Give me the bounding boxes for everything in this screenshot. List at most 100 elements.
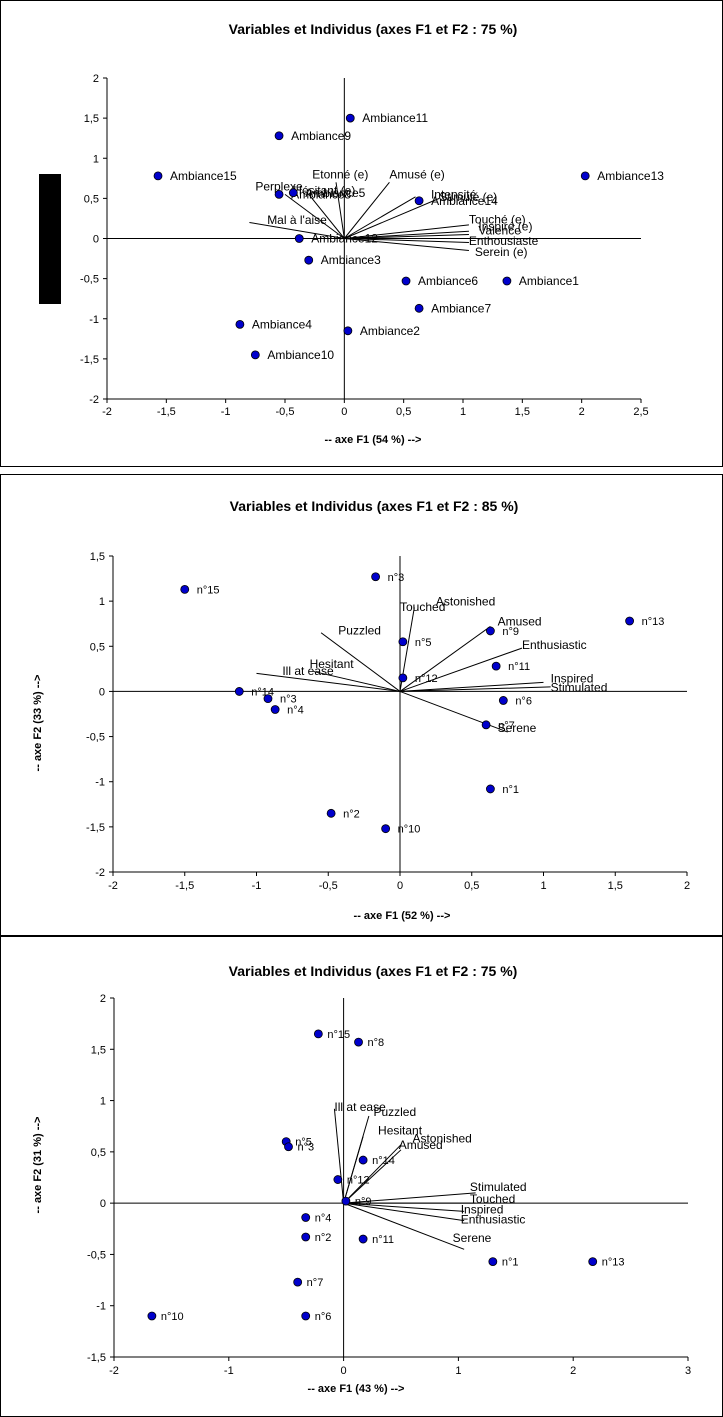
x-tick-label: 1 bbox=[455, 1365, 461, 1377]
data-point-label: n°7 bbox=[498, 720, 515, 732]
data-point bbox=[488, 1257, 498, 1267]
vector-label: Stimulated bbox=[551, 680, 608, 694]
vector-label: Amused bbox=[498, 615, 542, 629]
vector-label: Enthusiastic bbox=[522, 638, 587, 652]
x-tick-label: 1 bbox=[460, 406, 466, 418]
x-tick-label: 0 bbox=[341, 1365, 347, 1377]
black-bar bbox=[39, 174, 61, 304]
x-tick-label: 2 bbox=[579, 406, 585, 418]
y-tick-label: -2 bbox=[89, 394, 99, 406]
data-point-label: n°4 bbox=[315, 1213, 332, 1225]
data-point bbox=[354, 1037, 363, 1047]
x-tick-label: -1 bbox=[221, 406, 231, 418]
data-point bbox=[398, 637, 408, 647]
vector-label: Serene bbox=[453, 1231, 492, 1245]
chart-title: Variables et Individus (axes F1 et F2 : … bbox=[229, 963, 518, 979]
x-tick-label: -1,5 bbox=[157, 406, 176, 418]
y-axis-label: -- axe F2 (31 %) --> bbox=[32, 1117, 44, 1214]
vector-label: Touched bbox=[400, 600, 445, 614]
data-point-label: n°11 bbox=[372, 1234, 394, 1246]
x-tick-label: -0,5 bbox=[276, 406, 295, 418]
x-tick-label: 0 bbox=[397, 880, 403, 892]
data-point-label: n°10 bbox=[398, 824, 421, 836]
vector-label: Stimulé (e) bbox=[439, 190, 497, 204]
vector-line bbox=[399, 690, 508, 733]
vector-label: Hesitant bbox=[378, 1123, 423, 1137]
chart-3-svg: Variables et Individus (axes F1 et F2 : … bbox=[32, 963, 691, 1395]
data-point-label: Ambiance14 bbox=[431, 194, 498, 208]
x-tick-label: 0 bbox=[341, 406, 347, 418]
vector-line bbox=[344, 238, 469, 252]
data-point bbox=[326, 808, 336, 818]
y-tick-label: -2 bbox=[95, 867, 105, 879]
data-point-label: Ambiance8 bbox=[291, 187, 351, 201]
x-tick-label: -1 bbox=[252, 880, 262, 892]
vector-label: Ill at ease bbox=[282, 664, 334, 678]
y-tick-label: 0,5 bbox=[91, 1147, 106, 1159]
data-point bbox=[398, 673, 408, 683]
x-tick-label: -2 bbox=[108, 880, 118, 892]
x-axis-label: -- axe F1 (54 %) --> bbox=[325, 434, 422, 446]
vector-line bbox=[399, 626, 491, 692]
vector-line bbox=[335, 182, 345, 239]
data-point bbox=[358, 1155, 368, 1165]
data-point bbox=[301, 1232, 311, 1242]
data-point-label: Ambiance12 bbox=[311, 232, 378, 246]
data-point-label: n°12 bbox=[347, 1175, 370, 1187]
chart-panel-1: Variables et Individus (axes F1 et F2 : … bbox=[0, 0, 723, 467]
chart-2-svg: Variables et Individus (axes F1 et F2 : … bbox=[32, 498, 690, 922]
y-tick-label: -1 bbox=[95, 777, 105, 789]
vector-line bbox=[344, 196, 416, 239]
y-tick-label: -1 bbox=[89, 314, 99, 326]
data-point bbox=[371, 572, 381, 582]
vector-line bbox=[256, 672, 401, 692]
vector-line bbox=[399, 681, 544, 692]
vector-label: Amused bbox=[399, 1138, 443, 1152]
data-point bbox=[588, 1257, 598, 1267]
data-point bbox=[486, 784, 495, 794]
data-point bbox=[263, 694, 273, 704]
data-point-label: n°3 bbox=[388, 572, 405, 584]
data-point bbox=[414, 303, 424, 313]
data-point bbox=[341, 1196, 351, 1206]
vector-label: Touched bbox=[470, 1192, 515, 1206]
data-point bbox=[498, 696, 508, 705]
y-tick-label: -0,5 bbox=[86, 732, 105, 744]
vector-label: Serene bbox=[498, 721, 537, 735]
data-point bbox=[481, 720, 491, 730]
data-point-label: n°2 bbox=[315, 1232, 332, 1244]
data-point bbox=[580, 171, 590, 181]
vector-label: Mal à l'aise bbox=[267, 213, 327, 227]
vector-line bbox=[343, 1149, 402, 1204]
data-point bbox=[625, 616, 634, 626]
x-axis-label: -- axe F1 (43 %) --> bbox=[308, 1383, 405, 1395]
chart-panel-3: Variables et Individus (axes F1 et F2 : … bbox=[0, 936, 723, 1417]
y-tick-label: -1,5 bbox=[86, 822, 105, 834]
y-tick-label: 2 bbox=[93, 73, 99, 85]
chart-title: Variables et Individus (axes F1 et F2 : … bbox=[230, 498, 519, 514]
vector-line bbox=[344, 238, 469, 244]
data-point bbox=[270, 705, 280, 714]
vector-label: Enthusiastic bbox=[461, 1213, 526, 1227]
data-point-label: n°2 bbox=[343, 808, 360, 820]
data-point bbox=[345, 113, 355, 123]
y-tick-label: 1 bbox=[99, 596, 105, 608]
vector-line bbox=[343, 1144, 402, 1204]
vector-label: Astonished bbox=[436, 595, 495, 609]
y-tick-label: 1,5 bbox=[84, 113, 99, 125]
data-point-label: n°6 bbox=[315, 1311, 332, 1323]
vector-line bbox=[284, 193, 345, 239]
data-point bbox=[486, 626, 495, 636]
vector-label: Astonished bbox=[412, 1132, 471, 1146]
data-point-label: Ambiance4 bbox=[252, 317, 312, 331]
data-point-label: Ambiance15 bbox=[170, 169, 237, 183]
data-point-label: Ambiance5 bbox=[305, 186, 365, 200]
data-point bbox=[414, 196, 424, 206]
data-point bbox=[502, 276, 512, 286]
data-point bbox=[358, 1234, 368, 1244]
data-point bbox=[234, 687, 244, 696]
chart-panel-2: Variables et Individus (axes F1 et F2 : … bbox=[0, 474, 723, 936]
data-point bbox=[293, 1277, 303, 1287]
y-axis-label: -- axe F2 (33 %) --> bbox=[32, 675, 44, 772]
data-point-label: n°5 bbox=[295, 1137, 312, 1149]
